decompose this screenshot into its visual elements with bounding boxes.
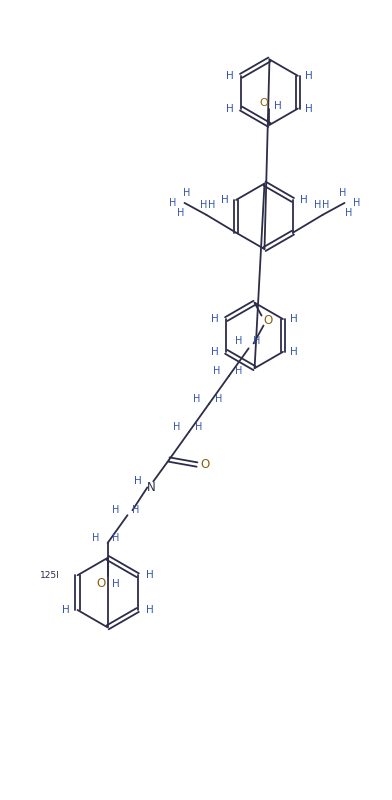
Text: H: H [112,506,119,515]
Text: H: H [200,200,207,210]
Text: H: H [193,394,201,404]
Text: H: H [195,422,203,432]
Text: H: H [253,337,260,346]
Text: H: H [221,195,229,205]
Text: O: O [259,98,268,108]
Text: H: H [173,422,181,432]
Text: N: N [147,481,156,494]
Text: H: H [305,103,313,114]
Text: H: H [274,101,281,111]
Text: H: H [213,366,221,376]
Text: H: H [112,578,120,589]
Text: H: H [226,103,234,114]
Text: H: H [215,394,223,404]
Text: H: H [208,200,215,210]
Text: 125I: 125I [40,570,60,580]
Text: H: H [314,200,321,210]
Text: H: H [290,347,298,357]
Text: H: H [235,366,242,376]
Text: H: H [345,208,352,218]
Text: H: H [183,188,190,198]
Text: H: H [169,198,176,208]
Text: O: O [200,458,210,471]
Text: O: O [96,577,105,590]
Text: H: H [226,71,234,81]
Text: H: H [62,605,69,615]
Text: H: H [146,570,154,580]
Text: H: H [235,337,242,346]
Text: H: H [211,314,219,324]
Text: H: H [132,506,139,515]
Text: H: H [290,314,298,324]
Text: H: H [177,208,184,218]
Text: H: H [322,200,329,210]
Text: H: H [134,477,141,486]
Text: H: H [339,188,346,198]
Text: H: H [146,605,154,615]
Text: H: H [92,533,100,543]
Text: H: H [353,198,360,208]
Text: H: H [300,195,308,205]
Text: O: O [264,314,273,327]
Text: H: H [211,347,219,357]
Text: H: H [112,533,119,543]
Text: H: H [305,71,313,81]
